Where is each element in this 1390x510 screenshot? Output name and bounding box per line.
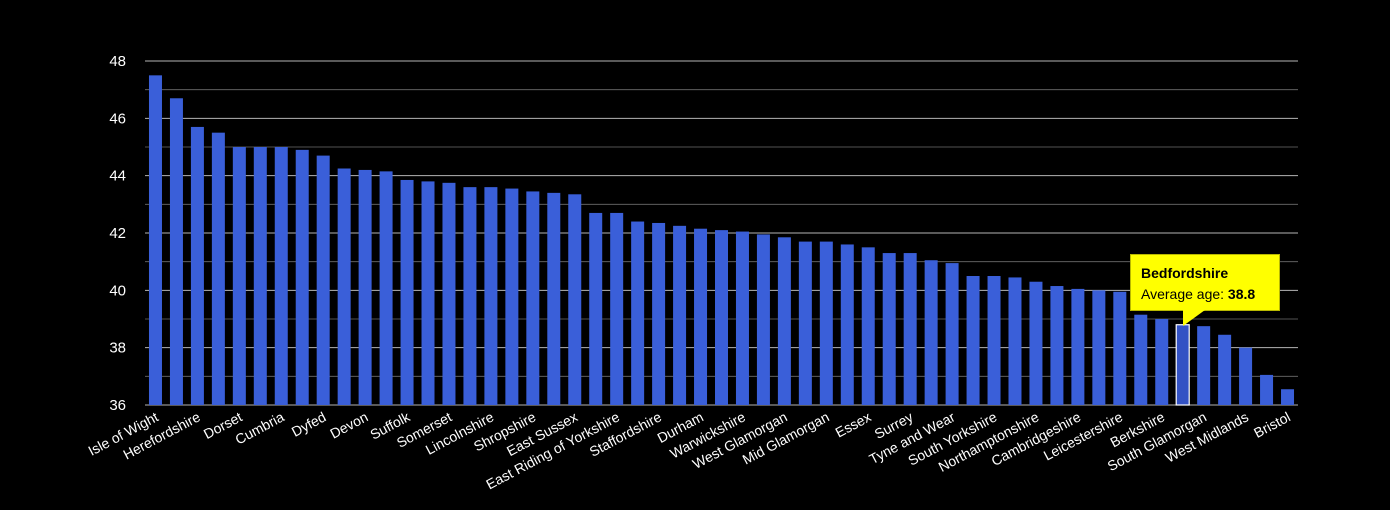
tooltip-title: Bedfordshire: [1141, 265, 1229, 281]
bar[interactable]: [379, 171, 393, 405]
y-tick-label: 44: [109, 168, 126, 185]
bar[interactable]: [1008, 277, 1022, 405]
bar[interactable]: [442, 182, 456, 405]
bar[interactable]: [148, 75, 162, 405]
bar[interactable]: [756, 234, 770, 405]
bar[interactable]: [1281, 389, 1295, 405]
tooltip-body: Average age: 38.8: [1141, 284, 1269, 305]
x-tick-label: Cumbria: [232, 408, 286, 447]
bar[interactable]: [1197, 326, 1211, 405]
bar[interactable]: [232, 147, 246, 405]
bar[interactable]: [1092, 290, 1106, 405]
bars: [148, 75, 1295, 406]
bar[interactable]: [463, 187, 477, 405]
tooltip-label: Average age:: [1141, 286, 1228, 302]
bar[interactable]: [1029, 281, 1043, 405]
bar[interactable]: [631, 221, 645, 405]
bar[interactable]: [777, 237, 791, 405]
y-tick-label: 36: [109, 397, 126, 414]
bar[interactable]: [1050, 286, 1064, 405]
bar[interactable]: [987, 276, 1001, 405]
bar[interactable]: [505, 188, 519, 405]
bar[interactable]: [358, 169, 372, 405]
bar[interactable]: [1218, 334, 1232, 405]
bar[interactable]: [673, 225, 687, 405]
bar[interactable]: [903, 253, 917, 405]
bar[interactable]: [1239, 347, 1253, 405]
bar[interactable]: [610, 212, 624, 405]
bar[interactable]: [274, 147, 288, 405]
bar[interactable]: [526, 191, 540, 405]
bar[interactable]: [798, 241, 812, 405]
bar[interactable]: [169, 98, 183, 406]
bar[interactable]: [337, 168, 351, 406]
bar[interactable]: [589, 212, 603, 405]
x-tick-label: Essex: [832, 409, 873, 441]
x-tick-label: Dyfed: [289, 409, 329, 440]
bar[interactable]: [568, 194, 582, 405]
x-tick-label: Bristol: [1251, 409, 1293, 441]
y-tick-label: 48: [109, 53, 126, 70]
tooltip: Bedfordshire Average age: 38.8: [1130, 254, 1280, 311]
tooltip-value: 38.8: [1227, 286, 1256, 302]
bar[interactable]: [253, 147, 267, 405]
bar[interactable]: [945, 263, 959, 405]
bar[interactable]: [924, 260, 938, 405]
y-tick-label: 40: [109, 282, 126, 299]
y-axis: 36 38 40 42 44 46 48: [109, 53, 126, 414]
x-tick-label: Devon: [327, 409, 370, 442]
bar[interactable]: [1113, 291, 1127, 405]
bar-highlighted[interactable]: [1175, 324, 1190, 406]
y-tick-label: 42: [109, 225, 126, 242]
bar[interactable]: [652, 222, 666, 405]
bar[interactable]: [211, 132, 225, 405]
tooltip-pointer: [1183, 310, 1205, 326]
bar[interactable]: [1155, 319, 1169, 405]
bar[interactable]: [819, 241, 833, 405]
bar[interactable]: [1071, 288, 1085, 405]
y-tick-label: 38: [109, 340, 126, 357]
bar[interactable]: [735, 231, 749, 405]
y-tick-label: 46: [109, 110, 126, 127]
bar[interactable]: [1260, 374, 1274, 405]
bar[interactable]: [861, 247, 875, 405]
bar[interactable]: [547, 192, 561, 405]
bar[interactable]: [1134, 314, 1148, 405]
bar[interactable]: [421, 181, 435, 405]
bar[interactable]: [882, 253, 896, 405]
bar[interactable]: [966, 276, 980, 405]
bar[interactable]: [295, 149, 309, 405]
bar[interactable]: [400, 179, 414, 405]
bar[interactable]: [840, 244, 854, 405]
bar[interactable]: [190, 126, 204, 405]
bar[interactable]: [316, 155, 330, 405]
bar[interactable]: [484, 187, 498, 405]
bar[interactable]: [715, 230, 728, 405]
bar[interactable]: [694, 228, 708, 405]
